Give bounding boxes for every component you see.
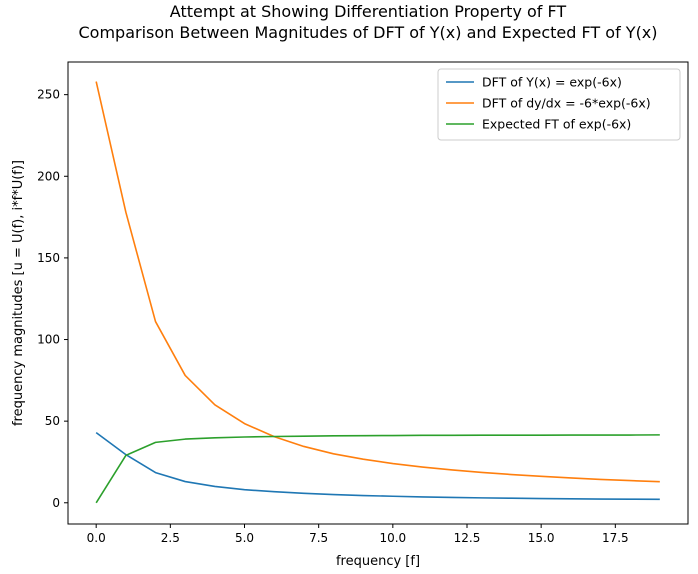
legend-box — [437, 68, 681, 141]
x-tick-label: 10.0 — [379, 531, 406, 545]
y-tick-label: 200 — [37, 169, 60, 183]
x-tick-label: 5.0 — [235, 531, 254, 545]
x-tick-label: 7.5 — [309, 531, 328, 545]
x-tick-label: 0.0 — [87, 531, 106, 545]
legend: DFT of Y(x) = exp(-6x) DFT of dy/dx = -6*… — [437, 68, 681, 141]
y-tick-label: 0 — [52, 496, 60, 510]
chart-title: Attempt at Showing Differentiation Prope… — [170, 2, 567, 21]
plot-area — [95, 81, 660, 504]
x-tick-label: 12.5 — [454, 531, 481, 545]
series-line-3 — [95, 434, 660, 504]
chart-subtitle: Comparison Between Magnitudes of DFT of … — [78, 23, 657, 42]
y-tick-label: 50 — [45, 414, 60, 428]
y-tick-label: 100 — [37, 333, 60, 347]
x-axis-label: frequency [f] — [336, 554, 420, 569]
legend-label-1: DFT of Y(x) = exp(-6x) — [482, 75, 622, 90]
y-tick-label: 250 — [37, 88, 60, 102]
x-tick-label: 15.0 — [528, 531, 555, 545]
x-tick-label: 2.5 — [161, 531, 180, 545]
axes-frame — [67, 61, 689, 525]
legend-label-2: DFT of dy/dx = -6*exp(-6x) — [482, 96, 651, 111]
x-tick-label: 17.5 — [602, 531, 629, 545]
y-tick-label: 150 — [37, 251, 60, 265]
series-line-2 — [95, 81, 660, 483]
legend-label-3: Expected FT of exp(-6x) — [482, 117, 631, 132]
y-axis-label: frequency magnitudes [u = U(f), i*f*U(f)… — [11, 160, 26, 426]
series-line-1 — [95, 431, 660, 501]
